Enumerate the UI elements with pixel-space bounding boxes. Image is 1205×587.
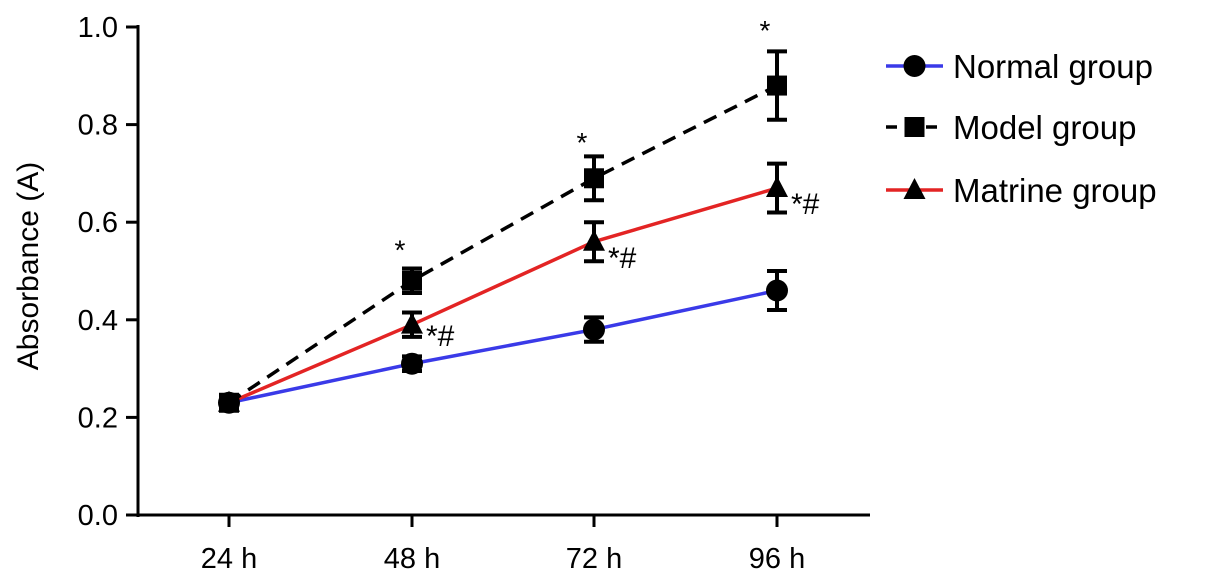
series-markers [218,75,788,414]
x-tick-label: 72 h [566,543,622,575]
significance-star-hash: *# [791,188,820,221]
data-point-normal-group [401,352,423,375]
legend-label-matrine-group: Matrine group [953,172,1157,209]
y-tick-label: 0.0 [78,500,118,532]
y-tick-label: 0.4 [78,305,118,337]
data-point-matrine-group [401,312,423,334]
legend-label-model-group: Model group [953,109,1136,146]
series-line-normal-group [228,288,778,405]
significance-star: * [395,234,406,265]
significance-star: * [577,127,588,158]
legend-marker-normal-group [903,55,926,77]
significance-star-hash: *# [608,242,637,275]
legend-marker-matrine-group [903,178,926,199]
data-point-model-group [584,168,604,189]
axes: 0.0 0.2 0.4 0.6 0.8 1.0 24 h 48 h 72 h 96 h Absorb… [12,12,870,575]
y-tick-label: 0.2 [78,402,118,434]
data-point-matrine-group [218,390,240,412]
y-tick-label: 0.8 [78,110,118,142]
y-tick-label: 0.6 [78,207,118,239]
series-line-matrine-group [228,186,778,405]
data-point-normal-group [766,279,788,302]
x-tick-label: 24 h [201,543,257,575]
data-point-model-group [767,75,787,96]
data-point-matrine-group [583,229,605,251]
legend: Normal group Model group Matrine group [886,48,1157,209]
data-point-matrine-group [766,176,788,198]
significance-star-hash: *# [426,320,455,353]
significance-star: * [760,15,771,46]
y-tick-label: 1.0 [78,12,118,44]
x-tick-label: 48 h [384,543,440,575]
significance-annotations: * * * *# *# *# [395,15,820,353]
data-point-model-group [402,270,422,291]
data-point-normal-group [583,318,605,341]
legend-marker-model-group [904,117,925,137]
legend-label-normal-group: Normal group [953,48,1153,85]
series-line-model-group [228,83,778,405]
y-axis-title: Absorbance (A) [12,162,45,370]
series-lines [228,83,778,405]
x-tick-label: 96 h [749,543,805,575]
